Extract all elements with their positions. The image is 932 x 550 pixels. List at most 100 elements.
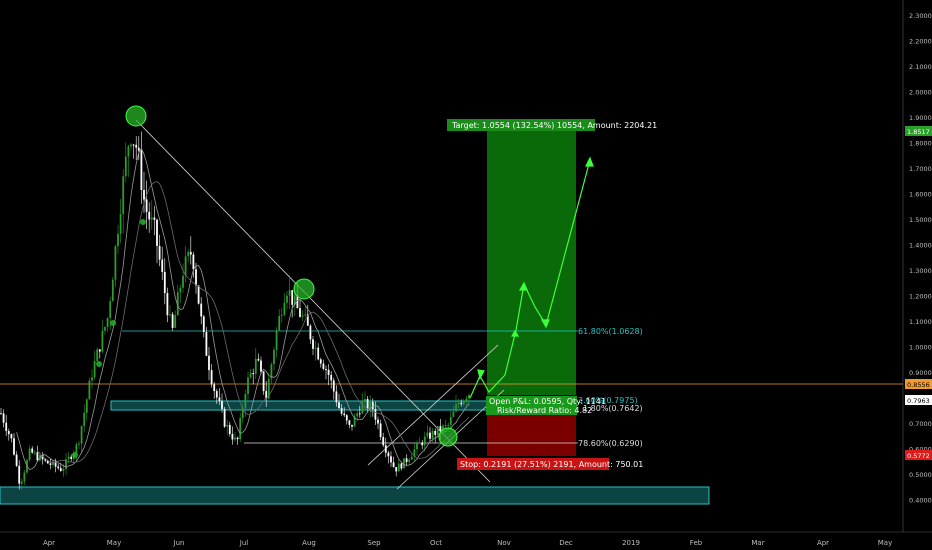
candle-body — [343, 413, 346, 416]
candle-body — [187, 251, 190, 257]
circle-marker-aug[interactable] — [293, 278, 315, 300]
candle-body — [400, 463, 403, 469]
candle-body — [137, 147, 140, 151]
candle-body — [356, 413, 359, 417]
circle-marker-oct[interactable] — [438, 427, 458, 447]
candle-body — [405, 458, 408, 463]
candle-body — [244, 393, 247, 409]
candle-body — [195, 269, 197, 286]
candle-body — [452, 411, 455, 417]
support-zone-bottom[interactable] — [0, 486, 710, 505]
candle-body — [83, 412, 86, 427]
candle-body — [13, 438, 15, 455]
candle-body — [249, 373, 252, 378]
candle-body — [260, 360, 262, 372]
candle-body — [208, 355, 210, 371]
candle-body — [28, 448, 31, 461]
candle-body — [239, 418, 242, 440]
y-tick-label: 1.8000 — [909, 140, 932, 148]
x-tick-label: Dec — [559, 539, 573, 547]
candle-body — [273, 349, 275, 365]
candle-body — [358, 413, 361, 415]
fib-label-0797: 3.60%(0.7975) — [578, 396, 638, 405]
candle-body — [174, 315, 177, 328]
candle-body — [439, 426, 442, 432]
candle-body — [371, 402, 374, 410]
candle-body — [335, 391, 338, 403]
fib-label-0764: 1.80%(0.7642) — [583, 404, 643, 413]
candle-body — [140, 150, 143, 190]
candle-body — [309, 325, 312, 340]
candle-body — [306, 314, 309, 326]
candle-body — [353, 416, 356, 427]
candle-body — [114, 246, 117, 280]
x-tick-label: Apr — [817, 539, 829, 547]
candle-body — [345, 415, 348, 421]
candle-body — [369, 402, 372, 409]
candle-body — [457, 402, 460, 405]
candle-body — [304, 314, 307, 316]
candle-body — [93, 361, 96, 378]
candle-body — [46, 460, 49, 464]
candle-body — [332, 380, 335, 392]
candle-body — [278, 316, 281, 331]
circle-marker-small-2[interactable] — [110, 320, 116, 326]
circle-marker-small-1[interactable] — [140, 219, 146, 225]
candle-body — [254, 358, 257, 374]
y-tick-label: 1.2000 — [909, 293, 932, 301]
x-tick-label: Jun — [173, 539, 185, 547]
candle-body — [49, 463, 52, 465]
support-zone-mid[interactable] — [110, 400, 488, 411]
candle-body — [392, 462, 395, 467]
candle-body — [18, 465, 21, 484]
candle-body — [413, 449, 416, 457]
candle-body — [221, 401, 223, 409]
y-tick-label: 1.9000 — [909, 114, 932, 122]
y-tick-label: 0.6000 — [909, 446, 932, 454]
candle-body — [288, 290, 291, 296]
circle-marker-peak[interactable] — [125, 105, 147, 127]
candle-body — [132, 144, 135, 146]
candle-body — [59, 468, 62, 471]
moving-average-line — [16, 147, 470, 471]
target-zone[interactable] — [487, 130, 576, 395]
y-tick-label: 2.1000 — [909, 63, 932, 71]
candle-body — [364, 398, 366, 401]
candle-body — [109, 301, 112, 319]
candle-body — [444, 425, 447, 427]
candle-body — [96, 349, 99, 362]
candle-body — [338, 402, 340, 409]
candle-body — [296, 295, 299, 309]
candle-body — [270, 364, 273, 379]
candle-body — [117, 233, 119, 247]
candle-body — [436, 426, 439, 435]
candle-body — [184, 256, 187, 276]
candle-body — [10, 434, 13, 439]
candle-body — [15, 454, 18, 466]
y-tick-label: 1.4000 — [909, 242, 932, 250]
candle-body — [418, 442, 421, 444]
x-tick-label: Jul — [239, 539, 249, 547]
candle-body — [130, 144, 132, 147]
candle-body — [327, 369, 330, 375]
circle-marker-small-4[interactable] — [72, 452, 78, 458]
candle-body — [449, 416, 452, 425]
candle-body — [377, 419, 379, 424]
candle-body — [267, 378, 270, 399]
candle-body — [455, 404, 457, 412]
x-tick-label: Feb — [690, 539, 703, 547]
candle-body — [366, 398, 369, 409]
candle-body — [379, 423, 382, 438]
candle-body — [468, 394, 470, 399]
candle-body — [408, 459, 411, 463]
candle-body — [325, 369, 327, 371]
candle-body — [361, 400, 364, 414]
stop-label-box — [457, 458, 609, 470]
channel-upper[interactable] — [367, 344, 499, 466]
svg-text:0.8556: 0.8556 — [907, 381, 930, 389]
downtrend-line[interactable] — [135, 119, 491, 483]
circle-marker-small-3[interactable] — [96, 361, 102, 367]
candle-body — [200, 303, 203, 317]
candle-body — [101, 330, 104, 352]
